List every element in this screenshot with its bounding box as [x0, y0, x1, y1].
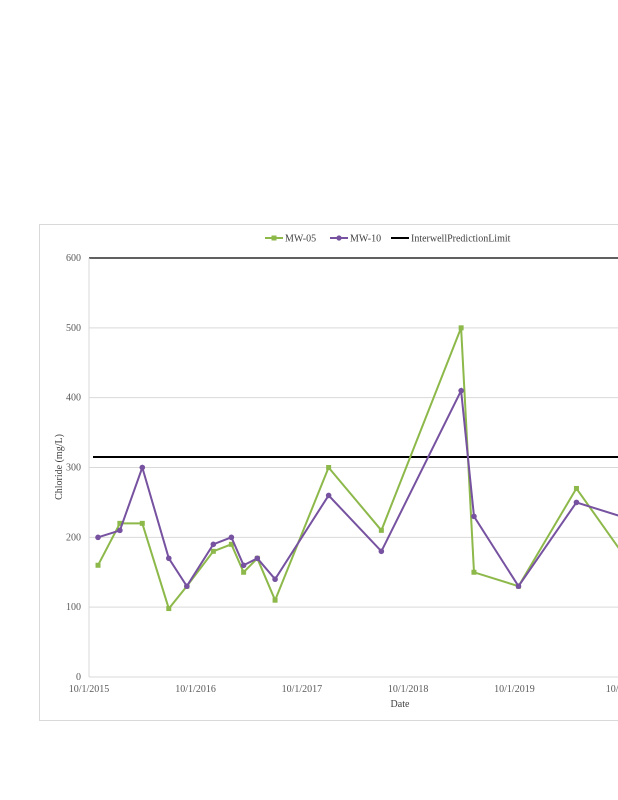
data-point-mw-05: [272, 597, 278, 603]
legend-marker: [336, 235, 342, 241]
series-lines: [95, 325, 618, 612]
data-point-mw-10: [378, 548, 385, 555]
y-tick-labels: 0 100 200 300 400 500 600: [66, 253, 81, 683]
x-tick-label: 10/1/2016: [175, 684, 216, 695]
data-point-mw-10: [272, 576, 278, 583]
y-tick-label: 500: [66, 323, 81, 334]
y-tick-label: 0: [76, 672, 81, 683]
data-point-mw-10: [210, 541, 217, 548]
x-tick-label: 10/1/2015: [69, 684, 110, 695]
y-tick-label: 600: [66, 253, 81, 264]
x-tick-label: 10/1/2017: [282, 684, 323, 695]
data-point-mw-10: [165, 555, 172, 562]
legend-label: MW-05: [285, 234, 316, 245]
x-tick-label: 10/1/2019: [494, 684, 535, 695]
data-point-mw-10: [458, 387, 464, 394]
data-point-mw-10: [573, 499, 580, 506]
x-axis-title: Date: [391, 699, 410, 710]
data-point-mw-10: [184, 583, 190, 590]
data-point-mw-10: [325, 492, 332, 499]
y-tick-label: 300: [66, 463, 81, 474]
data-point-mw-05: [228, 541, 234, 547]
data-point-mw-10: [471, 513, 477, 520]
data-point-mw-05: [117, 520, 123, 526]
data-point-mw-05: [326, 465, 332, 470]
y-axis-title: Chloride (mg/L): [54, 434, 65, 500]
data-point-mw-05: [139, 520, 145, 526]
x-tick-label: 10/1/20: [606, 684, 618, 695]
data-point-mw-05: [95, 562, 101, 568]
data-point-mw-05: [573, 485, 579, 491]
data-point-mw-10: [254, 555, 261, 562]
data-point-mw-05: [210, 548, 216, 554]
data-point-mw-05: [241, 569, 247, 575]
data-point-mw-10: [228, 534, 235, 541]
data-point-mw-10: [240, 562, 247, 569]
x-tick-label: 10/1/2018: [388, 684, 429, 695]
series-line-mw-10: [97, 387, 618, 589]
data-point-mw-05: [471, 569, 477, 575]
data-point-mw-10: [139, 464, 146, 471]
legend-marker: [271, 235, 277, 241]
data-point-mw-05: [378, 527, 384, 533]
y-tick-label: 400: [66, 393, 81, 404]
data-point-mw-10: [117, 527, 123, 534]
chart-frame: [39, 224, 618, 721]
data-point-mw-05: [166, 606, 172, 612]
data-point-mw-10: [515, 583, 522, 590]
data-point-mw-10: [95, 534, 101, 541]
data-point-mw-05: [458, 325, 464, 331]
legend: MW-05 MW-10 InterwellPredictionLimit: [265, 234, 511, 245]
legend-label: MW-10: [350, 234, 381, 245]
y-tick-label: 200: [66, 532, 81, 543]
x-tick-labels: 10/1/2015 10/1/2016 10/1/2017 10/1/2018 10/1…: [69, 684, 618, 695]
series-line-mw-05: [97, 327, 618, 611]
legend-label: InterwellPredictionLimit: [411, 234, 511, 245]
y-tick-label: 100: [66, 602, 81, 613]
gridlines: [88, 257, 618, 678]
